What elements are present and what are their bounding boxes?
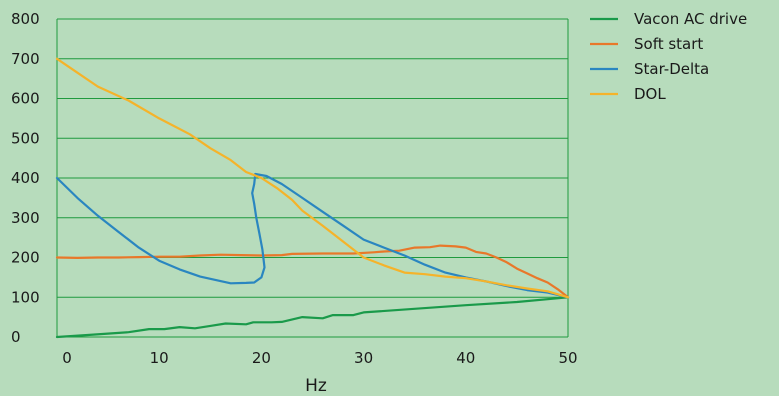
series-line-dol (55, 57, 570, 299)
series-line-star-delta (55, 172, 570, 299)
y-tick-label-600: 600 (11, 90, 40, 108)
x-tick-label-40: 40 (456, 349, 475, 367)
series-line-vacon-ac-drive (55, 296, 570, 339)
legend-label-dol: DOL (634, 85, 666, 103)
y-tick-label-200: 200 (11, 249, 40, 267)
x-tick-label-0: 0 (62, 349, 72, 367)
y-tick-label-700: 700 (11, 50, 40, 68)
x-axis-title: Hz (305, 376, 327, 396)
y-tick-label-0: 0 (11, 328, 21, 346)
y-tick-label-300: 300 (11, 209, 40, 227)
legend-label-vacon-ac-drive: Vacon AC drive (634, 10, 747, 28)
x-tick-label-30: 30 (354, 349, 373, 367)
y-tick-label-400: 400 (11, 169, 40, 187)
y-tick-label-500: 500 (11, 129, 40, 147)
y-tick-label-800: 800 (11, 10, 40, 28)
x-tick-label-50: 50 (558, 349, 577, 367)
x-tick-label-10: 10 (150, 349, 169, 367)
y-tick-label-100: 100 (11, 288, 40, 306)
legend-label-star-delta: Star-Delta (634, 60, 709, 78)
x-tick-label-20: 20 (252, 349, 271, 367)
series-line-soft-start (55, 244, 570, 299)
legend-label-soft-start: Soft start (634, 35, 703, 53)
